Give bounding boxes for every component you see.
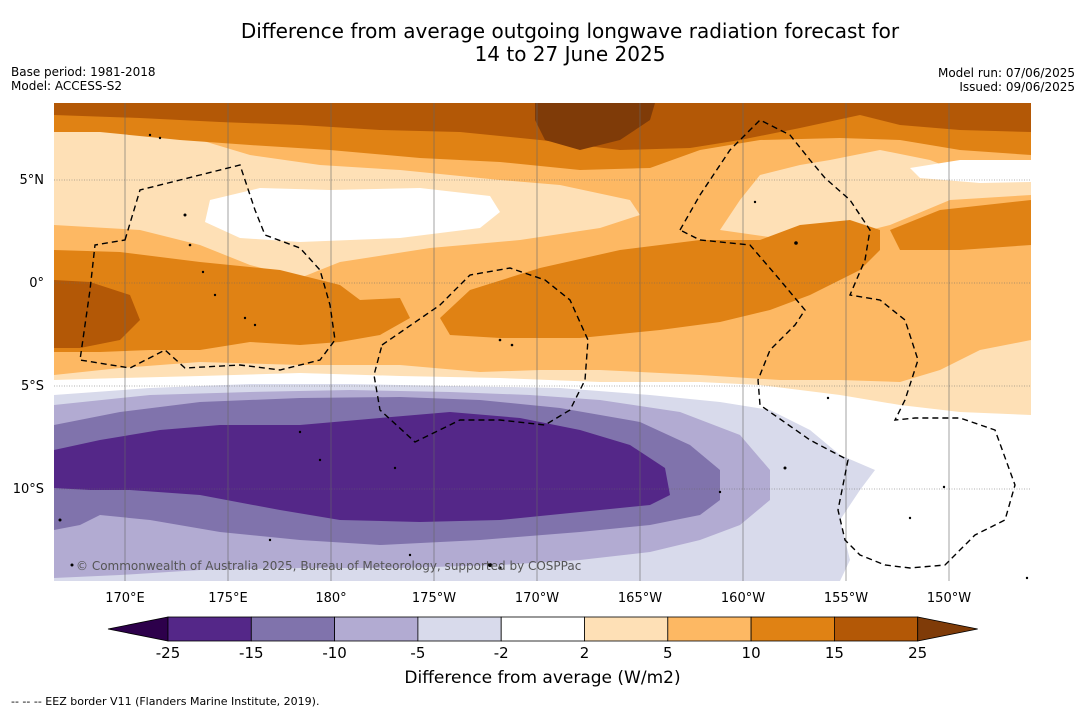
lat-label: 5°N	[20, 173, 45, 188]
lon-label: 155°W	[824, 591, 868, 606]
model-name: Model: ACCESS-S2	[11, 79, 123, 93]
contour-orange-mid	[440, 220, 880, 338]
eez-borders	[79, 119, 1016, 569]
lon-label: 175°W	[412, 591, 456, 606]
contour-orange-west	[54, 250, 410, 352]
colorbar-segment	[334, 616, 419, 642]
contour-white-band	[205, 188, 500, 242]
islands	[58, 133, 1029, 580]
meta-left: Base period: 1981-2018 Model: ACCESS-S2	[11, 65, 156, 93]
colorbar-tick-label: -10	[322, 644, 347, 662]
meta-right: Model run: 07/06/2025 Issued: 09/06/2025	[938, 66, 1075, 94]
gridlines	[54, 179, 1031, 490]
copyright-text: © Commonwealth of Australia 2025, Bureau…	[76, 559, 581, 573]
colorbar-segment	[167, 616, 252, 642]
colorbar-title: Difference from average (W/m2)	[404, 668, 681, 688]
eez-border-central	[373, 267, 589, 443]
colorbar-tick-label: 15	[825, 644, 844, 662]
eez-border-west	[79, 164, 336, 371]
eez-border-east	[679, 119, 1016, 569]
colorbar-tick-label: -25	[156, 644, 181, 662]
colorbar: -25 -15 -10 -5 -2 2 5 10 15 25	[107, 616, 978, 662]
colorbar-extend-max	[917, 616, 978, 642]
colorbar-segment	[417, 616, 502, 642]
colorbar-extend-min	[107, 616, 169, 642]
contour-white-east	[910, 160, 1031, 183]
lon-label: 150°W	[927, 591, 971, 606]
map-title: Difference from average outgoing longwav…	[0, 20, 1085, 66]
lon-label: 160°W	[721, 591, 765, 606]
colorbar-tick-label: 2	[580, 644, 590, 662]
title-line-1: Difference from average outgoing longwav…	[240, 19, 900, 43]
colorbar-segment	[750, 616, 835, 642]
map-plot-area: © Commonwealth of Australia 2025, Bureau…	[54, 103, 1031, 581]
base-period: Base period: 1981-2018	[11, 65, 156, 79]
lat-labels: 5°N 0° 5°S 10°S	[13, 173, 44, 497]
lon-label: 165°W	[618, 591, 662, 606]
lat-label: 0°	[29, 276, 44, 291]
lat-label: 5°S	[21, 379, 44, 394]
colorbar-segment	[500, 616, 585, 642]
colorbar-tick-label: 25	[908, 644, 927, 662]
colorbar-tick-label: -2	[494, 644, 509, 662]
title-line-2: 14 to 27 June 2025	[474, 42, 666, 66]
contour-orange-east	[890, 200, 1031, 250]
colorbar-tick-label: -15	[239, 644, 264, 662]
colorbar-segment	[250, 616, 336, 642]
colorbar-segment	[834, 616, 919, 642]
issued-date: Issued: 09/06/2025	[959, 80, 1075, 94]
model-run: Model run: 07/06/2025	[937, 66, 1075, 80]
lon-label: 170°E	[105, 591, 145, 606]
contour-purple-dark	[54, 412, 670, 522]
eez-legend-note: -- -- -- EEZ border V11 (Flanders Marine…	[11, 695, 320, 708]
colorbar-segment	[584, 616, 669, 642]
colorbar-tick-label: 10	[742, 644, 761, 662]
lon-label: 170°W	[515, 591, 559, 606]
lat-label: 10°S	[13, 482, 44, 497]
colorbar-segment	[667, 616, 752, 642]
colorbar-tick-label: 5	[663, 644, 673, 662]
contour-brown-west	[54, 280, 140, 348]
lon-label: 175°E	[208, 591, 248, 606]
meridians	[124, 103, 950, 581]
colorbar-tick-label: -5	[410, 644, 425, 662]
contour-deep-brown-top	[535, 103, 655, 150]
lon-labels: 170°E 175°E 180° 175°W 170°W 165°W 160°W…	[105, 591, 971, 606]
lon-label: 180°	[315, 591, 346, 606]
